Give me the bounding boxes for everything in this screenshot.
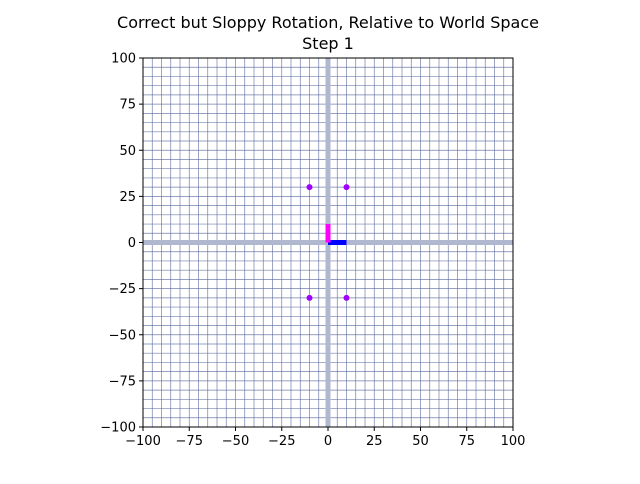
y-tick-label: 50 [119, 144, 136, 159]
x-tick-label: −50 [222, 434, 249, 449]
x-tick-label: 75 [458, 434, 475, 449]
data-points [306, 184, 350, 301]
x-tick-label: −75 [176, 434, 203, 449]
y-tick-label: 25 [119, 190, 136, 205]
y-tick-label: −100 [100, 421, 136, 436]
y-tick-label: 0 [128, 236, 136, 251]
x-tick-label: 50 [412, 434, 429, 449]
y-tick-label: −50 [109, 328, 136, 343]
y-tick-label: −75 [109, 374, 136, 389]
x-tick-label: −100 [125, 434, 161, 449]
data-point [306, 294, 313, 301]
data-point [343, 294, 350, 301]
x-axis-ticks: −100 −75 −50 −25 0 25 50 75 100 [125, 427, 525, 449]
x-tick-label: −25 [268, 434, 295, 449]
basis-vectors [325, 224, 347, 245]
y-tick-label: −25 [109, 282, 136, 297]
chart-title: Correct but Sloppy Rotation, Relative to… [117, 13, 539, 32]
x-tick-label: 100 [501, 434, 526, 449]
chart-subtitle: Step 1 [302, 34, 354, 53]
y-tick-label: 75 [119, 98, 136, 113]
x-tick-label: 0 [324, 434, 332, 449]
data-point [343, 184, 350, 191]
data-point [306, 184, 313, 191]
y-tick-label: 100 [111, 52, 136, 67]
x-tick-label: 25 [366, 434, 383, 449]
y-axis-ticks: −100 −75 −50 −25 0 25 50 75 100 [100, 52, 143, 436]
